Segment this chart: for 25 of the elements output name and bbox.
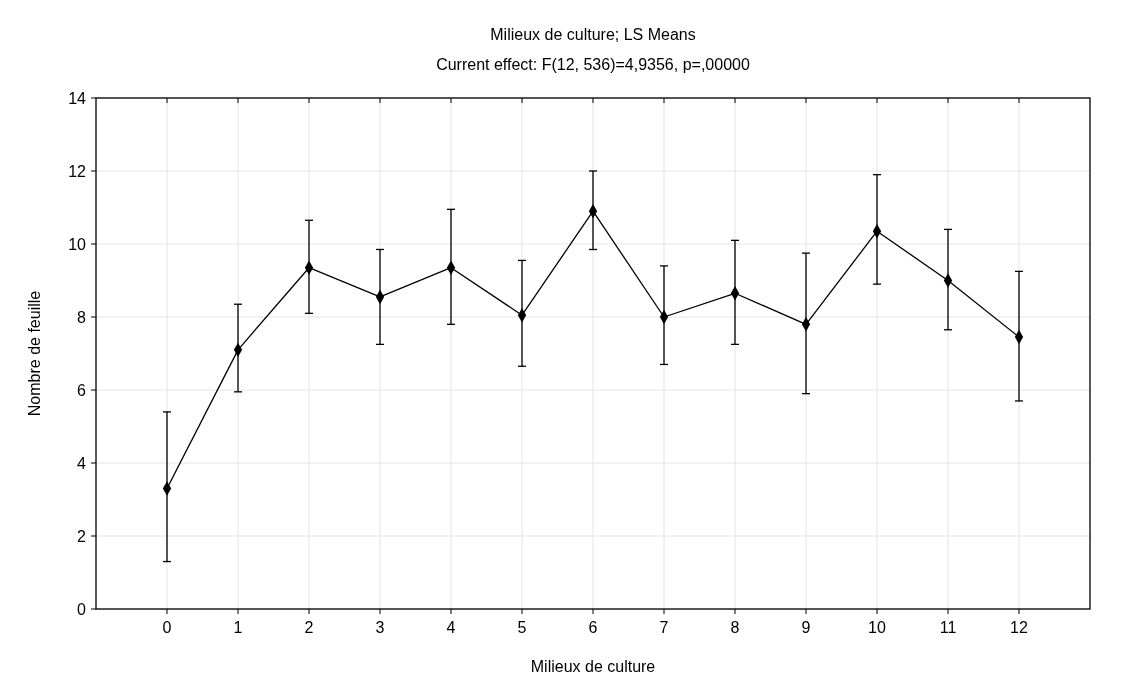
y-tick-label: 0 [77,600,87,618]
y-tick-label: 4 [77,454,87,472]
x-tick-label: 7 [659,619,669,636]
y-tick-label: 10 [68,235,87,253]
x-tick-label: 11 [939,619,957,636]
x-tick-label: 2 [304,619,314,636]
chart-subtitle: Current effect: F(12, 536)=4,9356, p=,00000 [436,56,750,73]
y-tick-label: 6 [77,381,87,399]
x-tick-label: 1 [233,619,243,636]
x-tick-label: 4 [446,619,456,636]
x-tick-label: 0 [162,619,172,636]
x-tick-label: 3 [375,619,385,636]
x-tick-label: 6 [588,619,598,636]
x-tick-label: 8 [730,619,740,636]
x-tick-label: 10 [868,619,886,636]
y-tick-label: 14 [68,89,87,107]
x-tick-label: 5 [517,619,527,636]
y-tick-label: 12 [68,162,87,180]
x-axis-title: Milieux de culture [530,658,656,675]
x-tick-label: 9 [801,619,811,636]
x-tick-label: 12 [1010,619,1028,636]
y-axis-title: Nombre de feuille [26,290,43,417]
y-tick-label: 8 [77,308,87,326]
chart-title: Milieux de culture; LS Means [490,26,696,43]
y-tick-label: 2 [77,527,87,545]
